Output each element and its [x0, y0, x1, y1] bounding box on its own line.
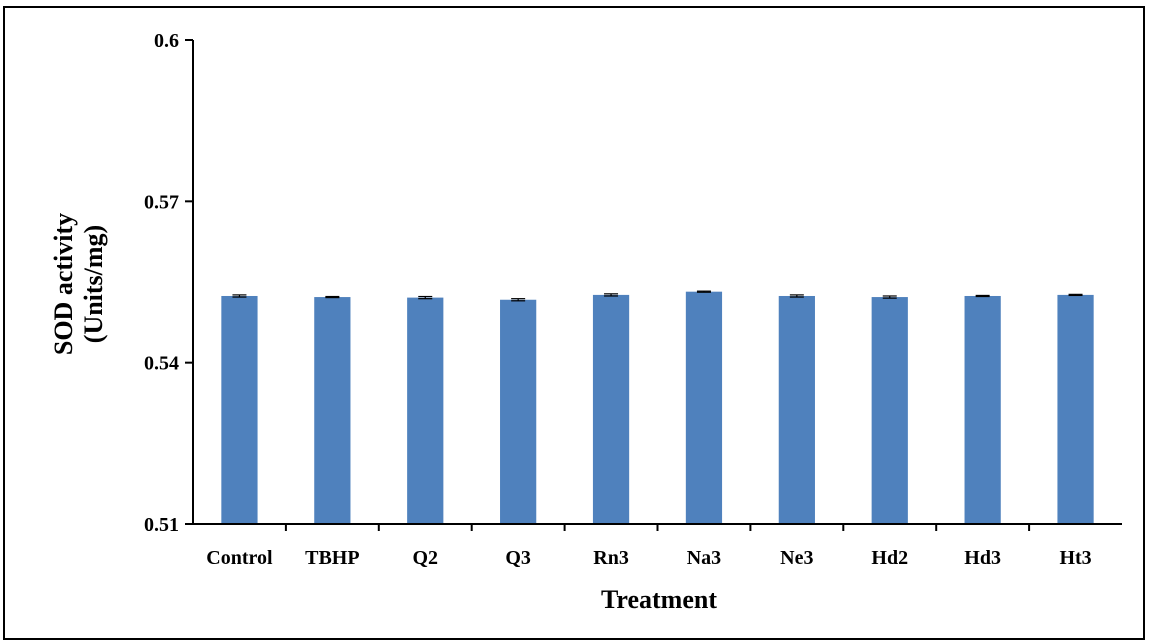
bar-tbhp	[314, 297, 351, 524]
y-axis-title: SOD activity (Units/mg)	[49, 213, 108, 355]
y-tick-label-0-57: 0.57	[144, 191, 179, 213]
x-tick-label-q3: Q3	[505, 547, 531, 569]
y-tick-label-0-51: 0.51	[144, 514, 179, 536]
y-axis-ticks: 0.51 0.54 0.57 0.6	[144, 30, 193, 536]
error-bar-hd2	[882, 295, 897, 299]
error-bar-control	[232, 294, 247, 298]
bar-ne3	[778, 295, 815, 524]
bar-rn3	[592, 294, 630, 524]
x-tick-label-hd2: Hd2	[871, 547, 908, 569]
bar-q2	[407, 297, 444, 524]
x-tick-label-control: Control	[206, 547, 273, 569]
x-axis-title: Treatment	[601, 585, 717, 614]
x-tick-label-na3: Na3	[687, 547, 721, 569]
error-bar-tbhp	[325, 295, 340, 299]
x-tick-label-hd3: Hd3	[964, 547, 1001, 569]
error-bar-q3	[511, 298, 526, 302]
bar-hd2	[871, 297, 908, 524]
y-axis-title-line-1: SOD activity	[49, 213, 78, 355]
error-bar-rn3	[604, 293, 619, 297]
y-axis-title-line-2: (Units/mg)	[79, 225, 108, 343]
bar-ht3	[1057, 294, 1094, 524]
x-tick-label-rn3: Rn3	[593, 547, 629, 569]
bar-na3	[685, 291, 723, 524]
bar-control	[221, 295, 258, 524]
x-tick-label-ne3: Ne3	[780, 547, 813, 569]
error-bar-ne3	[789, 294, 804, 298]
error-bar-ht3	[1068, 293, 1083, 297]
error-bars	[232, 290, 1083, 302]
bar-series	[221, 291, 1094, 524]
x-axis-ticks: Control TBHP Q2 Q3 Rn3 Na3 Ne3 Hd2 Hd3 Ht3	[206, 524, 1092, 569]
bar-q3	[500, 299, 537, 524]
x-tick-label-q2: Q2	[412, 547, 438, 569]
bar-hd3	[964, 295, 1001, 524]
error-bar-na3	[696, 290, 711, 293]
y-tick-label-0-54: 0.54	[144, 353, 179, 375]
x-tick-label-ht3: Ht3	[1059, 547, 1091, 569]
error-bar-hd3	[975, 294, 990, 298]
error-bar-q2	[418, 295, 433, 300]
y-tick-label-0-6: 0.6	[154, 30, 179, 52]
x-tick-label-tbhp: TBHP	[305, 547, 359, 569]
